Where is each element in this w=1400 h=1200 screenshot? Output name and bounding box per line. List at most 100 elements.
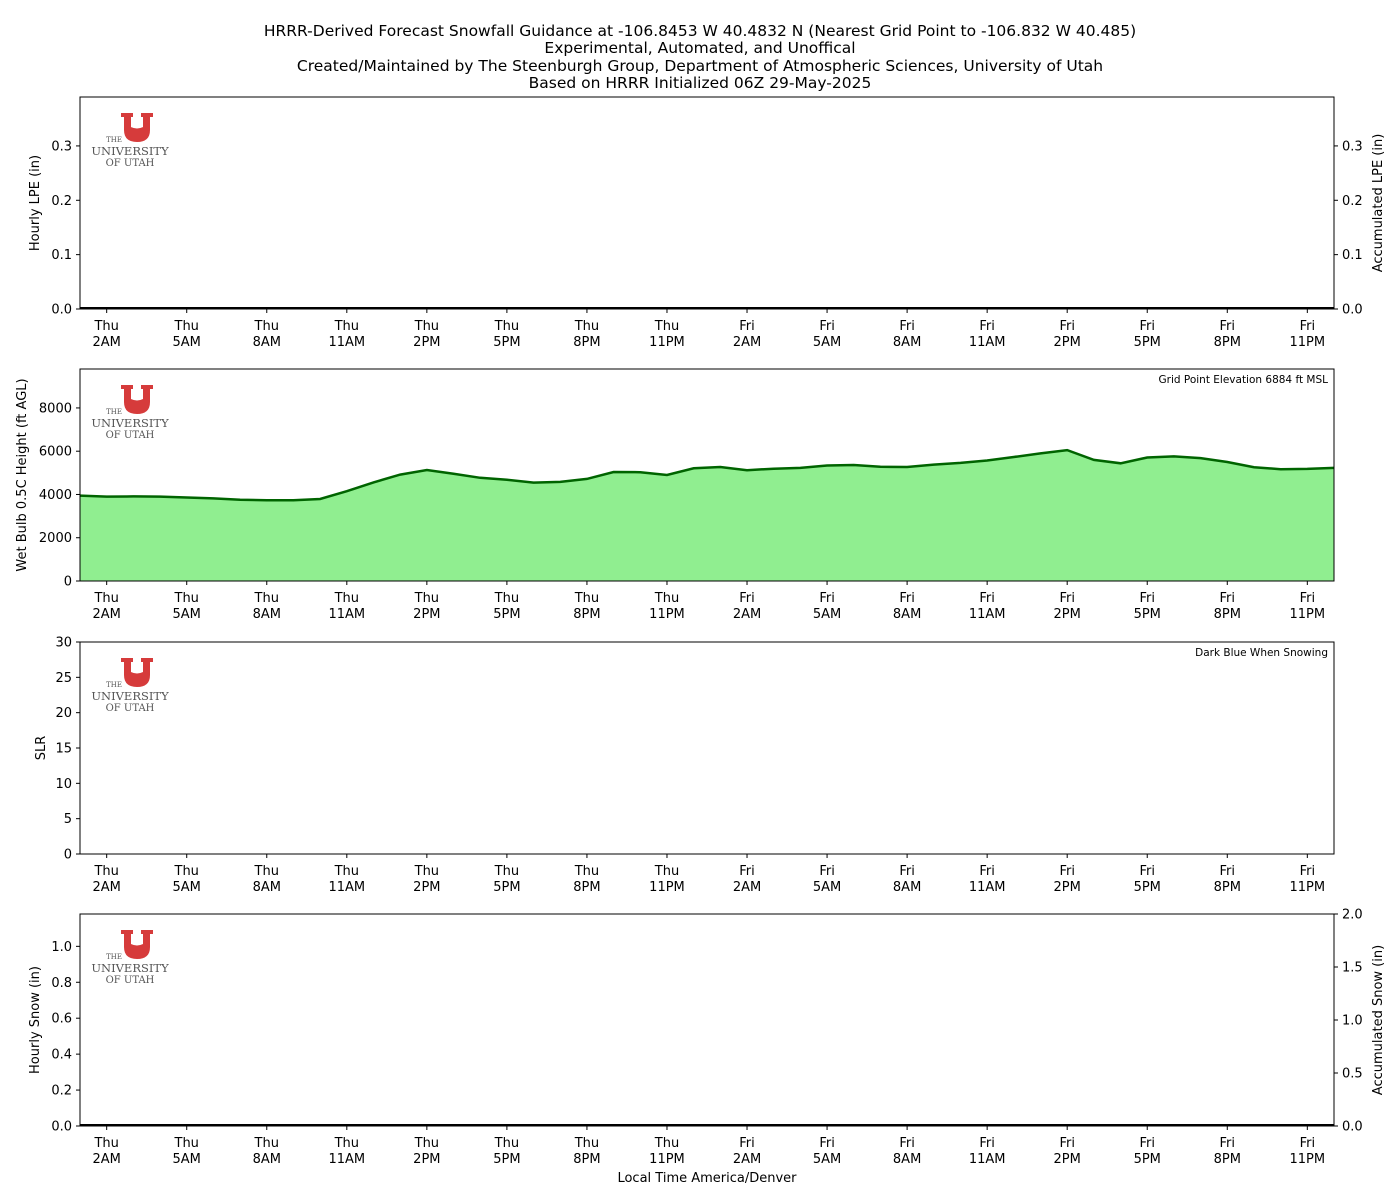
x-tick-time: 5AM <box>813 1152 841 1167</box>
x-tick-time: 8AM <box>893 880 921 895</box>
y-axis-label: Hourly Snow (in) <box>28 966 43 1074</box>
y-tick-right-label: 0.3 <box>1342 139 1363 154</box>
wetbulb-line <box>80 448 1334 502</box>
x-tick-day: Fri <box>1300 1136 1316 1151</box>
x-tick-time: 8PM <box>573 880 600 895</box>
x-tick-time: 11PM <box>649 880 685 895</box>
x-tick-day: Fri <box>1059 319 1075 334</box>
x-tick-time: 2AM <box>92 607 120 622</box>
x-tick-day: Thu <box>494 319 519 334</box>
x-tick-time: 2PM <box>413 1152 440 1167</box>
x-tick-day: Fri <box>1300 591 1316 606</box>
x-tick-time: 11AM <box>969 1152 1006 1167</box>
x-tick-time: 8PM <box>1214 1152 1241 1167</box>
y-tick-label: 0.6 <box>51 1012 72 1027</box>
title-line-1: HRRR-Derived Forecast Snowfall Guidance … <box>264 22 1136 40</box>
x-tick-day: Thu <box>494 1136 519 1151</box>
x-tick-time: 5AM <box>813 880 841 895</box>
logo-text-of-utah: OF UTAH <box>106 975 155 986</box>
y-tick-right-label: 1.5 <box>1342 961 1363 976</box>
x-tick-time: 2PM <box>413 335 440 350</box>
panel-frame <box>79 913 1335 1127</box>
y-tick-right-label: 2.0 <box>1342 908 1363 923</box>
x-tick-day: Thu <box>414 1136 439 1151</box>
y-tick-label: 10 <box>55 777 72 792</box>
x-tick-time: 5AM <box>173 880 201 895</box>
x-tick-time: 11PM <box>1290 607 1326 622</box>
y-tick-right-label: 0.1 <box>1342 248 1363 263</box>
y-tick-right-label: 0.0 <box>1342 1120 1363 1135</box>
x-tick-time: 2PM <box>1054 335 1081 350</box>
panel-annotation: Dark Blue When Snowing <box>1195 647 1328 659</box>
x-tick-time: 5PM <box>1134 335 1161 350</box>
x-tick-time: 11PM <box>649 335 685 350</box>
x-tick-time: 8AM <box>253 607 281 622</box>
x-tick-day: Thu <box>654 319 679 334</box>
x-tick-time: 11PM <box>1290 335 1326 350</box>
x-tick-time: 2AM <box>733 880 761 895</box>
u-logo-slot <box>135 666 139 673</box>
logo-text-of-utah: OF UTAH <box>106 430 155 441</box>
x-tick-time: 2AM <box>92 335 120 350</box>
y-tick-label: 20 <box>55 706 72 721</box>
wetbulb-area <box>80 450 1334 581</box>
x-tick-time: 11AM <box>328 607 365 622</box>
y-tick-label: 30 <box>55 636 72 651</box>
x-tick-day: Thu <box>174 864 199 879</box>
y-tick-label: 1.0 <box>51 940 72 955</box>
u-logo-icon <box>121 385 153 414</box>
x-tick-time: 8AM <box>893 1152 921 1167</box>
y-tick-label: 25 <box>55 671 72 686</box>
y-tick-right-label: 1.0 <box>1342 1014 1363 1029</box>
panel-1: 0.0 0.1 0.2 0.3 0.0 0.1 0.2 0.3 Accumulated LPE … <box>28 96 1386 350</box>
x-tick-day: Fri <box>1139 1136 1155 1151</box>
x-tick-day: Thu <box>93 1136 118 1151</box>
logo-text-of-utah: OF UTAH <box>106 703 155 714</box>
x-tick-day: Thu <box>574 864 599 879</box>
x-tick-day: Fri <box>819 319 835 334</box>
x-tick-time: 8PM <box>1214 335 1241 350</box>
u-logo-icon <box>121 658 153 687</box>
u-logo-slot <box>135 393 139 400</box>
x-tick-time: 11AM <box>328 1152 365 1167</box>
x-tick-day: Thu <box>174 591 199 606</box>
x-tick-day: Fri <box>1139 864 1155 879</box>
logo-text-the: THE <box>106 408 122 416</box>
y-tick-label: 0.2 <box>51 1084 72 1099</box>
x-tick-day: Thu <box>254 864 279 879</box>
x-tick-day: Thu <box>574 1136 599 1151</box>
y-tick-right-label: 0.5 <box>1342 1067 1363 1082</box>
x-tick-day: Thu <box>574 319 599 334</box>
x-tick-day: Thu <box>254 319 279 334</box>
y-tick-label: 0.4 <box>51 1048 72 1063</box>
title-line-4: Based on HRRR Initialized 06Z 29-May-202… <box>529 74 872 92</box>
x-tick-day: Thu <box>414 864 439 879</box>
u-logo-icon <box>121 113 153 142</box>
logo-text-university: UNIVERSITY <box>91 689 169 703</box>
u-logo-icon <box>121 930 153 959</box>
x-tick-time: 2PM <box>413 607 440 622</box>
x-tick-time: 8AM <box>893 607 921 622</box>
x-tick-time: 5PM <box>493 880 520 895</box>
y-tick-right-label: 0.0 <box>1342 303 1363 318</box>
x-tick-day: Fri <box>979 864 995 879</box>
y-axis-label-right: Accumulated LPE (in) <box>1371 134 1386 273</box>
x-tick-time: 5AM <box>813 607 841 622</box>
x-tick-time: 5PM <box>1134 607 1161 622</box>
y-tick-label: 0 <box>64 575 72 590</box>
x-tick-day: Fri <box>739 1136 755 1151</box>
x-tick-day: Fri <box>899 864 915 879</box>
y-tick-label: 6000 <box>39 445 72 460</box>
x-axis-label: Local Time America/Denver <box>617 1171 797 1186</box>
x-tick-day: Thu <box>93 591 118 606</box>
x-tick-day: Fri <box>739 591 755 606</box>
y-tick-label: 0.2 <box>51 194 72 209</box>
y-tick-label: 15 <box>55 742 72 757</box>
x-tick-time: 5AM <box>173 607 201 622</box>
x-tick-day: Thu <box>494 591 519 606</box>
x-tick-day: Thu <box>654 1136 679 1151</box>
x-tick-day: Fri <box>1059 591 1075 606</box>
x-tick-day: Thu <box>334 591 359 606</box>
logo-text-university: UNIVERSITY <box>91 144 169 158</box>
x-tick-day: Fri <box>739 864 755 879</box>
